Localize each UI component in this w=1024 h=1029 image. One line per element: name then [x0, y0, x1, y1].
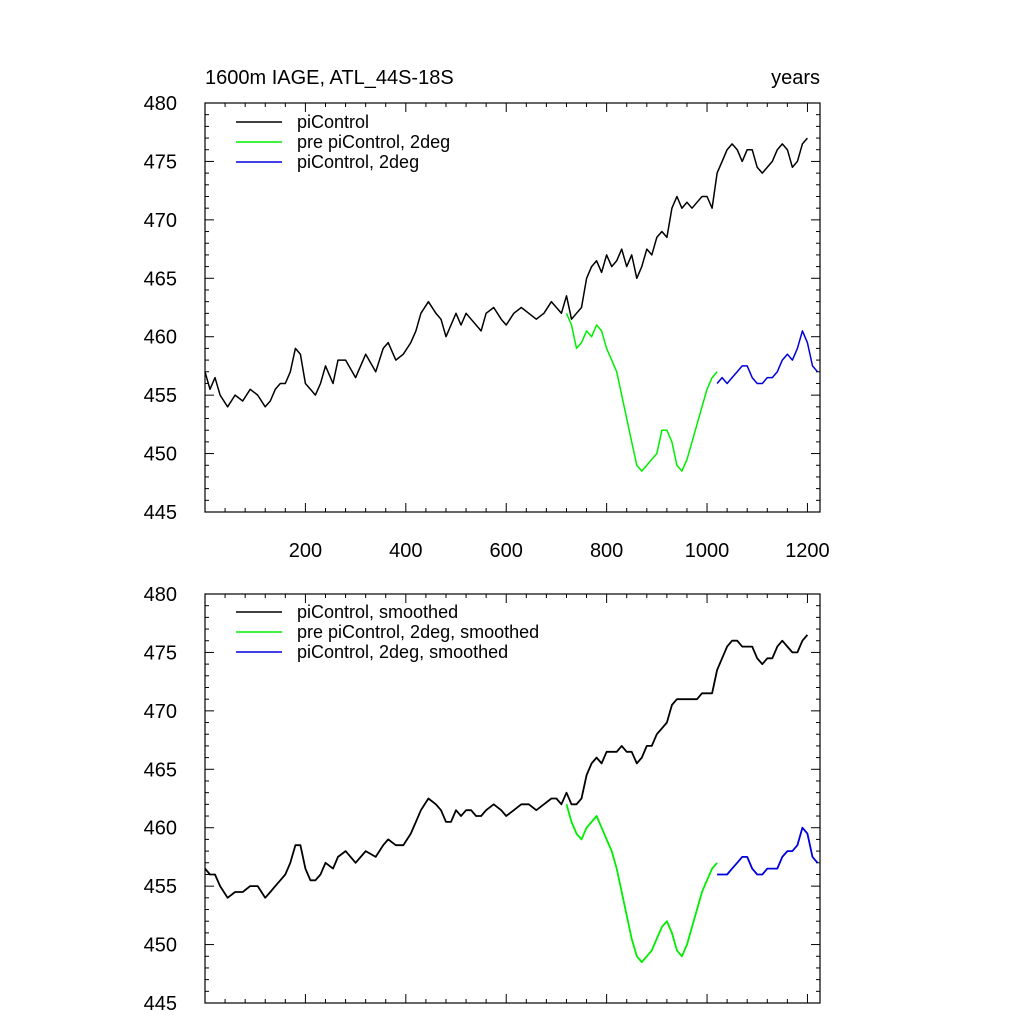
y-tick-label: 470 — [144, 210, 177, 232]
series-line-2 — [565, 313, 718, 472]
y-tick-label: 460 — [144, 818, 177, 840]
legend-label: pre piControl, 2deg — [297, 132, 450, 152]
y-tick-label: 450 — [144, 444, 177, 466]
legend-label: piControl — [297, 112, 369, 132]
series-line-2 — [565, 804, 718, 963]
x-axis-unit-label: years — [771, 67, 820, 89]
y-tick-label: 460 — [144, 327, 177, 349]
x-tick-label: 1000 — [685, 540, 730, 562]
y-tick-label: 445 — [144, 502, 177, 524]
series-line-3 — [717, 826, 819, 876]
x-tick-label: 1200 — [785, 540, 830, 562]
y-tick-label: 475 — [144, 642, 177, 664]
y-tick-label: 475 — [144, 151, 177, 173]
plot-frame — [204, 593, 821, 1004]
series-line-3 — [716, 330, 819, 385]
y-tick-label: 465 — [144, 268, 177, 290]
top-panel: 445 450 455 460 465 470 475 480 200 400 600 800 1000… — [144, 67, 830, 562]
chart-title: 1600m IAGE, ATL_44S-18S — [205, 67, 454, 89]
y-tick-label: 445 — [144, 993, 177, 1015]
x-tick-label: 200 — [289, 540, 322, 562]
plot-frame — [204, 102, 821, 513]
y-tick-label: 455 — [144, 385, 177, 407]
legend-label: piControl, 2deg, smoothed — [297, 642, 508, 662]
x-tick-label: 400 — [389, 540, 422, 562]
series-line-1 — [204, 634, 809, 899]
y-tick-label: 465 — [144, 759, 177, 781]
y-tick-label: 480 — [144, 93, 177, 115]
legend-label: pre piControl, 2deg, smoothed — [297, 622, 539, 642]
y-tick-label: 450 — [144, 935, 177, 957]
y-tick-label: 470 — [144, 701, 177, 723]
y-tick-label: 455 — [144, 876, 177, 898]
x-tick-label: 600 — [490, 540, 523, 562]
legend-label: piControl, 2deg — [297, 152, 419, 172]
y-tick-label: 480 — [144, 584, 177, 606]
x-tick-label: 800 — [590, 540, 623, 562]
bottom-panel: 445 450 455 460 465 470 475 480 piControl, smoot… — [144, 584, 821, 1015]
series-line-1 — [204, 137, 808, 408]
legend-label: piControl, smoothed — [297, 602, 458, 622]
